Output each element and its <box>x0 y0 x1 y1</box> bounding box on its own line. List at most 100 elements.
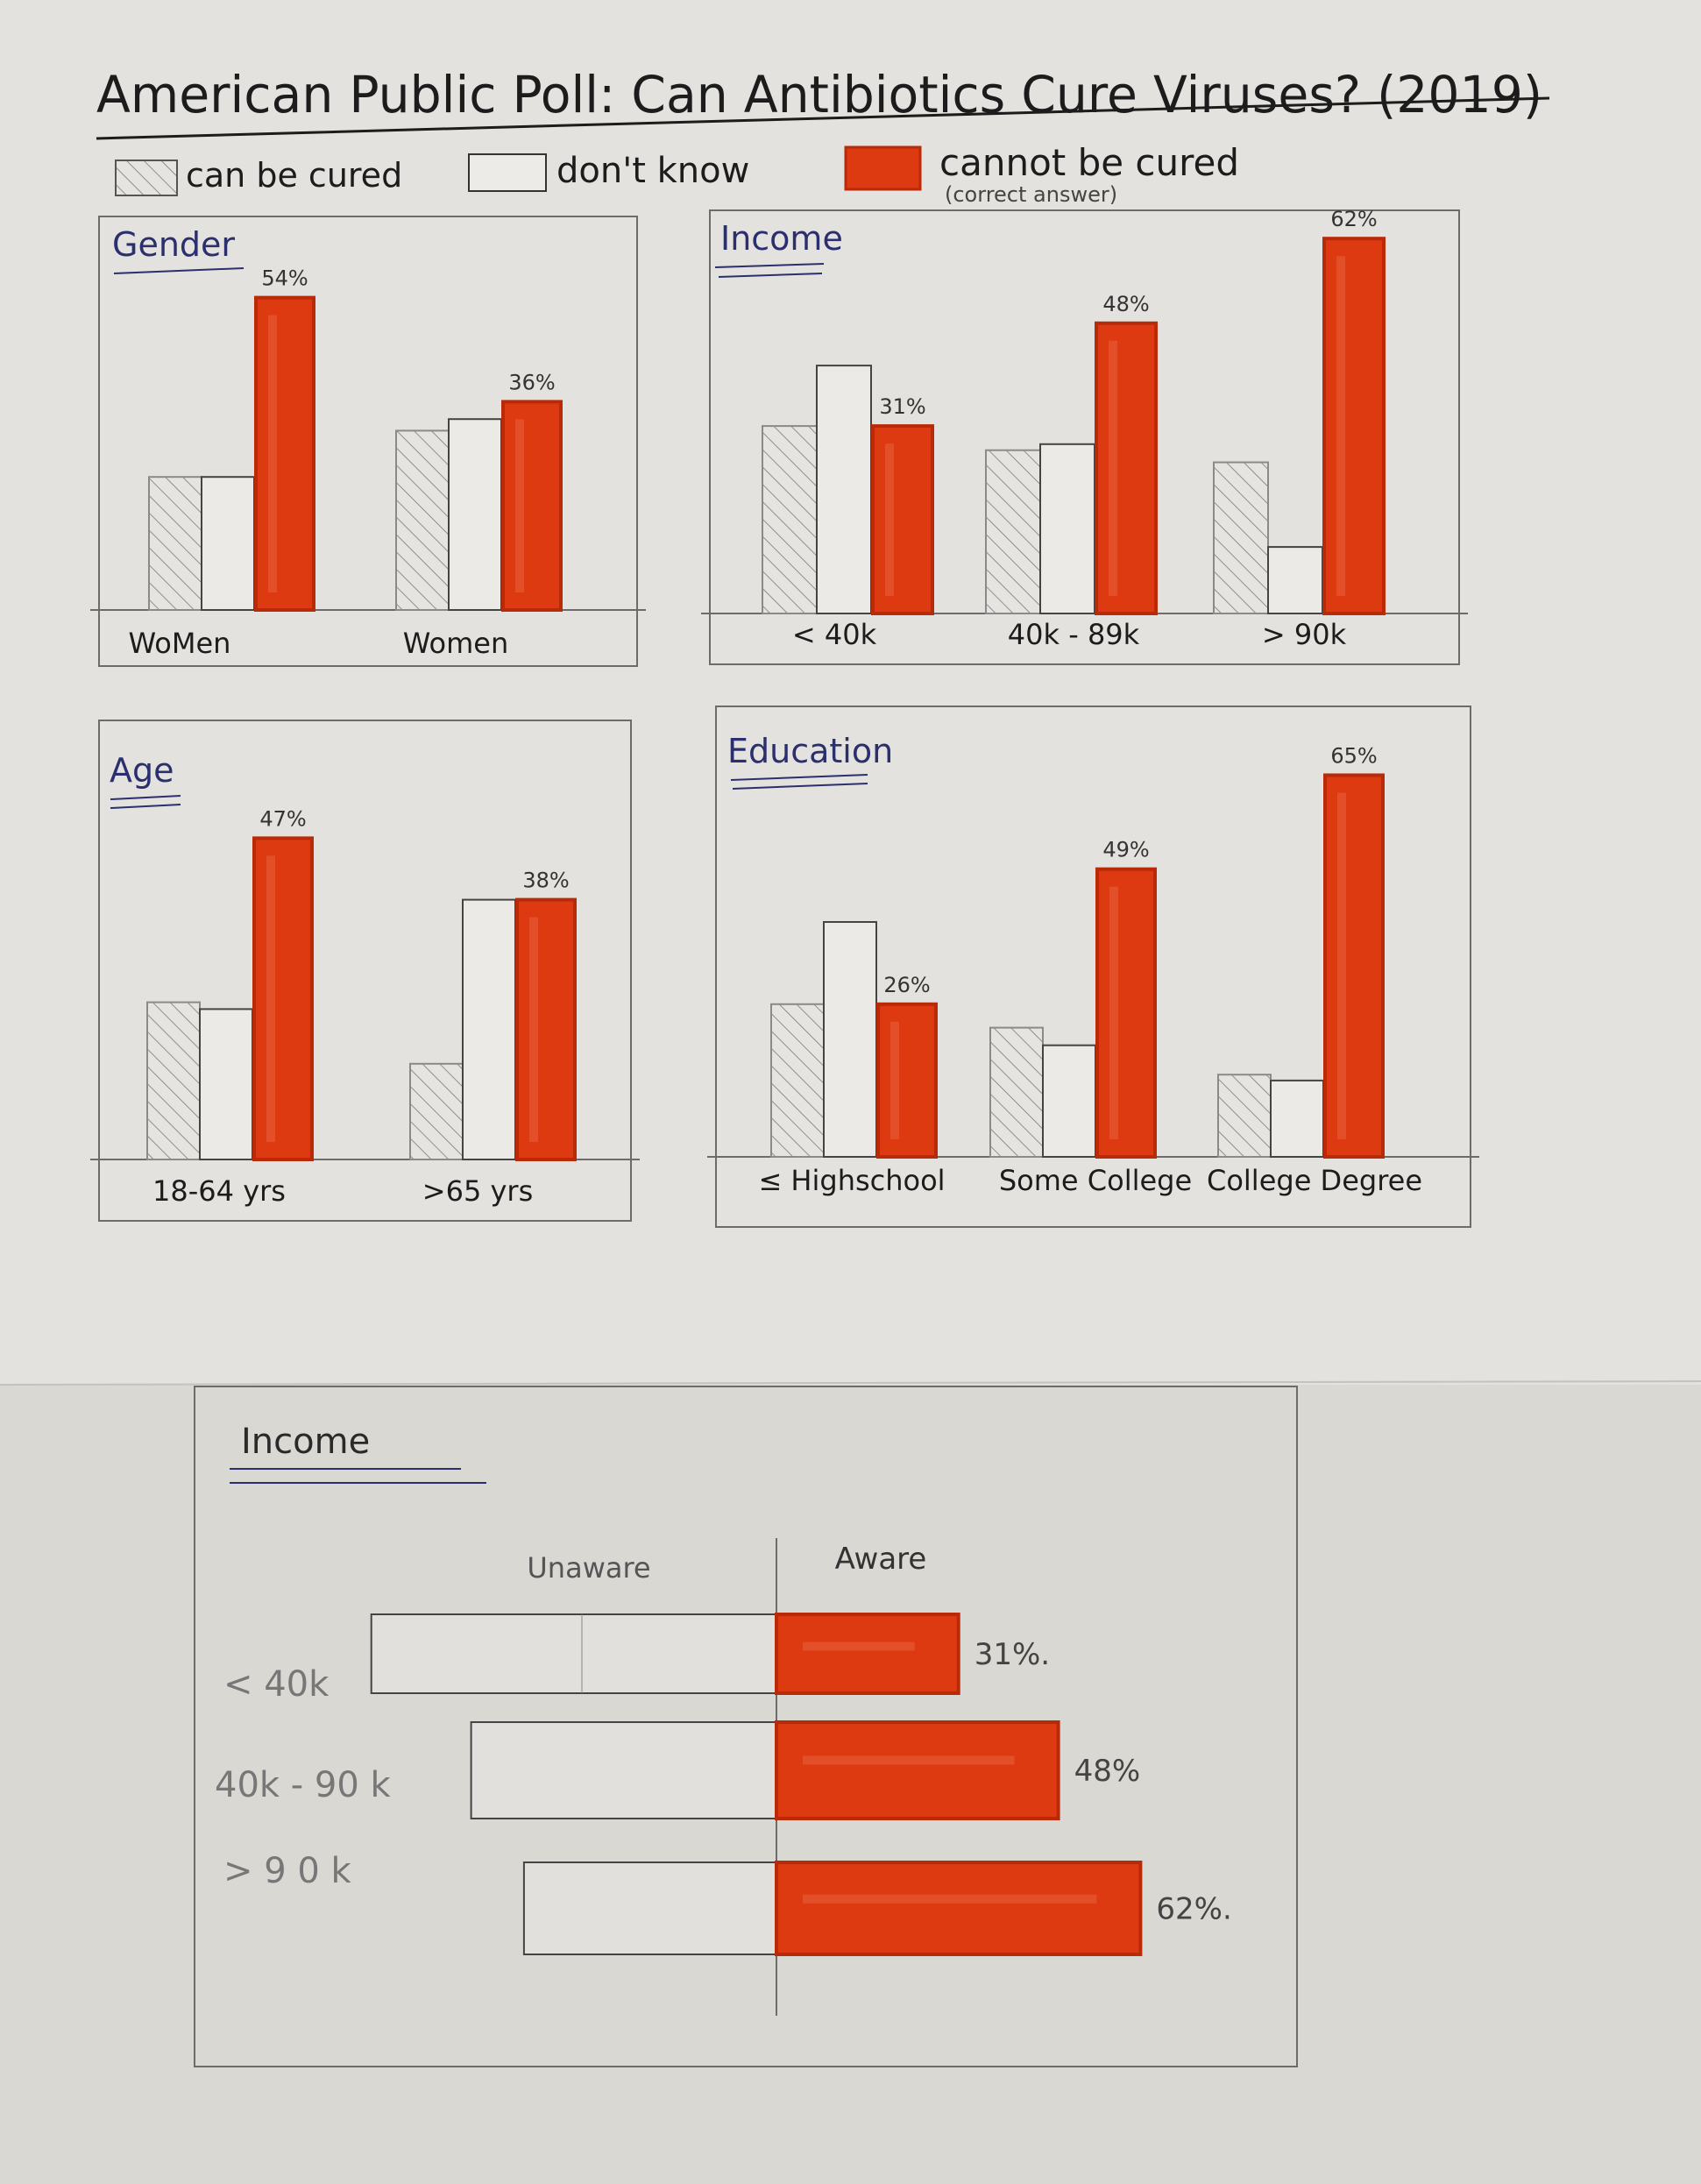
bar-highlight <box>268 315 277 592</box>
bar-can-be-cured <box>762 425 818 614</box>
bar-cannot-be-cured <box>515 897 577 1161</box>
bar-can-be-cured <box>985 449 1041 615</box>
data-label: 49% <box>1102 838 1149 862</box>
panel-title: Income <box>241 1422 370 1462</box>
bar-dont-know <box>201 476 255 612</box>
bar-can-be-cured <box>1217 1074 1272 1158</box>
panel-title: Age <box>110 751 174 790</box>
bar-highlight <box>803 1755 1015 1765</box>
bar-dont-know <box>1042 1044 1096 1158</box>
bar-can-be-cured <box>1213 461 1269 614</box>
chart-panel-income-aware: Income Unaware Aware 31%. < 40k 48% 40k - 90 k… <box>194 1386 1298 2067</box>
title-underline <box>96 96 1550 140</box>
bar-cannot-be-cured <box>254 295 315 612</box>
bar-can-be-cured <box>409 1062 464 1161</box>
category-label: 18-64 yrs <box>152 1174 286 1208</box>
panel-title-underline <box>718 273 823 278</box>
panel-frame <box>194 1386 1298 2067</box>
legend-swatch-empty <box>468 153 547 192</box>
category-label: >65 yrs <box>422 1174 533 1208</box>
bar-highlight <box>1109 886 1118 1139</box>
category-label: 40k - 89k <box>1008 618 1140 651</box>
chart-panel-gender: Gender 54% WoMen 36% Women <box>90 216 646 667</box>
data-label: 48% <box>1102 292 1149 316</box>
panel-title: Income <box>720 219 843 258</box>
bar-cannot-be-cured <box>1095 321 1158 615</box>
bar-cannot-be-cured <box>1323 773 1385 1159</box>
legend-swatch-filled <box>844 145 922 191</box>
page-title: American Public Poll: Can Antibiotics Cu… <box>96 65 1542 124</box>
bar-unaware <box>370 1613 777 1694</box>
data-label: 38% <box>522 869 569 893</box>
bar-highlight <box>266 855 275 1142</box>
bar-dont-know <box>816 365 872 614</box>
chart-panel-education: Education 26% ≤ Highschool 49% Some College 6… <box>707 706 1479 1228</box>
panel-title-underline <box>730 774 868 781</box>
panel-title-underline <box>714 263 825 268</box>
data-label: 62%. <box>1156 1892 1231 1927</box>
bar-can-be-cured <box>989 1026 1044 1158</box>
bar-dont-know <box>448 418 502 612</box>
bar-unaware <box>470 1721 777 1819</box>
panel-frame <box>98 720 632 1222</box>
legend-swatch-hatched <box>115 160 178 196</box>
panel-frame <box>709 209 1460 665</box>
bar-highlight <box>1109 340 1117 596</box>
data-label: 48% <box>1074 1754 1141 1789</box>
bar-can-be-cured <box>148 476 202 612</box>
panel-title-underline <box>110 795 181 800</box>
panel-frame <box>98 216 638 667</box>
data-label: 31%. <box>975 1637 1050 1672</box>
bar-can-be-cured <box>770 1003 825 1159</box>
bar-cannot-be-cured <box>1095 867 1157 1159</box>
right-header: Aware <box>835 1542 927 1577</box>
bar-dont-know <box>462 898 516 1160</box>
legend-label-can-be-cured: can be cured <box>186 156 402 195</box>
data-label: 54% <box>261 266 308 291</box>
paper-edge <box>0 1380 1701 1386</box>
bar-aware <box>775 1861 1143 1956</box>
category-label: ≤ Highschool <box>758 1164 945 1197</box>
left-header: Unaware <box>527 1551 650 1585</box>
bar-can-be-cured <box>146 1001 201 1160</box>
bar-highlight <box>803 1642 915 1651</box>
chart-panel-age: Age 47% 18-64 yrs 38% >65 yrs <box>90 720 640 1222</box>
bar-highlight <box>1336 256 1345 596</box>
bar-unaware <box>522 1861 778 1955</box>
legend-note: (correct answer) <box>945 182 1117 207</box>
bar-cannot-be-cured <box>1322 237 1386 615</box>
legend: can be cured don't know cannot be cured … <box>115 141 1239 207</box>
panel-title-underline <box>113 267 245 274</box>
data-label: 26% <box>883 973 930 997</box>
category-label: > 9 0 k <box>223 1851 352 1891</box>
category-label: > 90k <box>1262 618 1347 651</box>
bar-can-be-cured <box>395 429 450 611</box>
category-label: Some College <box>999 1164 1192 1197</box>
bar-aware <box>775 1613 960 1695</box>
bar-dont-know <box>823 921 877 1158</box>
panel-title: Education <box>727 732 893 770</box>
bar-highlight <box>890 1021 899 1139</box>
panel-title-underline <box>732 783 868 790</box>
chart-panel-income: Income 31% < 40k 48% 40k - 89k 62% > 90k <box>701 207 1468 665</box>
bar-dont-know <box>1270 1079 1324 1159</box>
bar-highlight <box>529 917 538 1142</box>
data-label: 65% <box>1330 744 1377 769</box>
bar-highlight <box>885 443 894 596</box>
category-label: WoMen <box>129 627 231 660</box>
legend-label-dont-know: don't know <box>556 151 749 191</box>
bar-dont-know <box>1039 443 1095 614</box>
panel-frame <box>715 706 1471 1228</box>
category-label: Women <box>403 627 508 660</box>
data-label: 31% <box>879 394 925 419</box>
category-label: < 40k <box>792 618 877 651</box>
bar-cannot-be-cured <box>252 836 314 1162</box>
data-label: 47% <box>259 806 306 831</box>
bar-cannot-be-cured <box>876 1002 938 1159</box>
bar-dont-know <box>1267 546 1323 614</box>
bar-highlight <box>803 1894 1097 1904</box>
bar-dont-know <box>199 1008 253 1161</box>
legend-label-cannot-be-cured: cannot be cured <box>939 141 1239 184</box>
category-label: < 40k <box>223 1664 330 1705</box>
